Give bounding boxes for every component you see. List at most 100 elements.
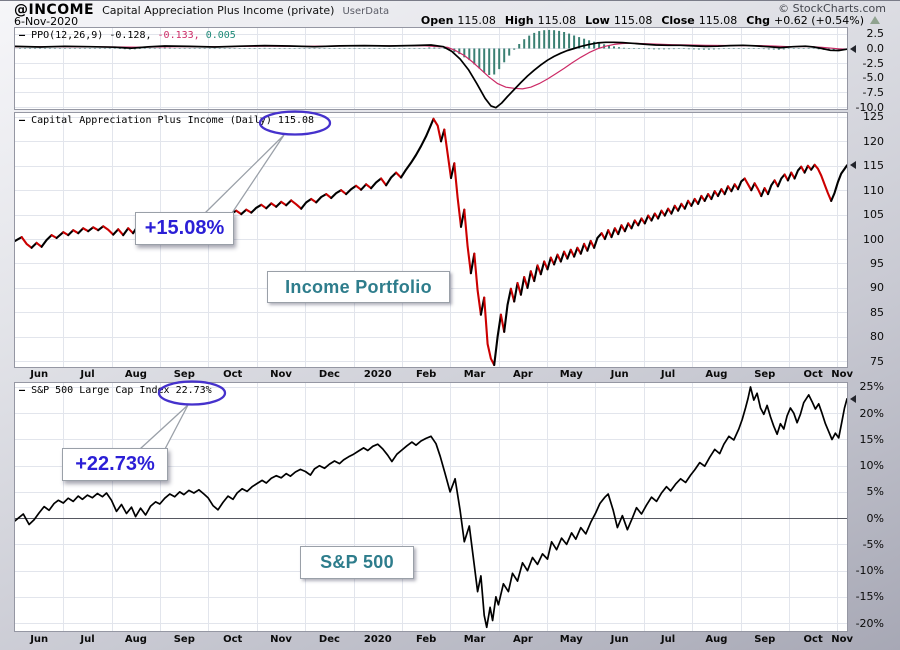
y-tick-label: 15% xyxy=(859,432,884,446)
y-tick-label: -10.0 xyxy=(855,100,884,114)
month-label: Apr xyxy=(512,369,533,380)
month-label: 2020 xyxy=(363,634,392,645)
month-label: Jul xyxy=(660,634,676,645)
income-portfolio-text: Income Portfolio xyxy=(285,276,432,297)
month-label: Aug xyxy=(124,634,147,645)
portfolio-return-text: +15.08% xyxy=(144,217,225,239)
month-label: Sep xyxy=(173,634,195,645)
sp500-legend-name: S&P 500 Large Cap Index xyxy=(31,385,170,396)
userdata-tag: UserData xyxy=(342,6,390,17)
month-label: Jul xyxy=(80,369,95,380)
current-value-arrow-icon xyxy=(850,394,856,403)
sp500-return-value: 22.73% xyxy=(175,385,212,396)
y-tick-label: -15% xyxy=(855,590,884,604)
quote-bar: Open 115.08 High 115.08 Low 115.08 Close 115.08… xyxy=(421,14,880,27)
month-label: May xyxy=(559,369,583,380)
month-label: Sep xyxy=(754,634,776,645)
ppo-legend-name: PPO(12,26,9) xyxy=(31,30,104,41)
sp500-chart-svg xyxy=(15,383,847,631)
month-label: Nov xyxy=(831,369,854,380)
sp-return-text: +22.73% xyxy=(75,453,155,475)
month-label: May xyxy=(559,634,583,645)
top-border-line xyxy=(0,0,900,1)
month-label: Aug xyxy=(124,369,147,380)
portfolio-return-callout: +15.08% xyxy=(135,212,234,245)
y-tick-label: 10% xyxy=(859,459,884,473)
y-tick-label: 100 xyxy=(863,232,884,246)
y-tick-label: 90 xyxy=(870,281,884,295)
month-label: Apr xyxy=(512,634,533,645)
month-label: Nov xyxy=(831,634,854,645)
legend-dash: — xyxy=(19,30,26,41)
month-label: Oct xyxy=(223,634,243,645)
y-tick-label: -5.0 xyxy=(862,71,884,85)
month-label: Aug xyxy=(705,634,728,645)
sp500-label-text: S&P 500 xyxy=(320,552,394,572)
header-row: @INCOME Capital Appreciation Plus Income… xyxy=(14,2,389,18)
low-value: 115.08 xyxy=(613,14,653,27)
open-value: 115.08 xyxy=(457,14,496,27)
ppo-hist-value: 0.005 xyxy=(205,30,236,41)
month-label: Sep xyxy=(173,369,195,380)
month-label: Jul xyxy=(80,634,95,645)
legend-dash: — xyxy=(19,115,26,126)
chart-title: Capital Appreciation Plus Income (privat… xyxy=(102,4,335,17)
y-tick-label: 75 xyxy=(870,354,884,368)
y-tick-label: -7.5 xyxy=(862,85,884,99)
y-tick-label: 125 xyxy=(863,110,884,124)
x-axis-months-mid: Jun Jul Aug Sep Oct Nov Dec 2020 Feb Mar Apr May Jun… xyxy=(14,368,853,382)
y-tick-label: 115 xyxy=(863,159,884,173)
month-label: Dec xyxy=(318,369,340,380)
month-label: Nov xyxy=(270,369,292,380)
month-label: Jun xyxy=(30,369,49,380)
chg-label: Chg xyxy=(746,14,771,27)
y-tick-label: 105 xyxy=(863,208,884,222)
current-value-arrow-icon xyxy=(850,45,856,54)
month-label: Jul xyxy=(660,369,676,380)
current-value-arrow-icon xyxy=(850,161,856,170)
y-tick-label: 120 xyxy=(863,134,884,148)
low-label: Low xyxy=(585,14,610,27)
portfolio-last-value: 115.08 xyxy=(277,115,315,126)
high-label: High xyxy=(504,14,534,27)
ppo-legend: — PPO(12,26,9) -0.128, -0.133, 0.005 xyxy=(19,30,236,41)
month-label: Oct xyxy=(803,369,823,380)
y-tick-label: 0.0 xyxy=(866,41,885,55)
ppo-chart-svg xyxy=(15,28,847,109)
month-label: Aug xyxy=(705,369,728,380)
month-label: Dec xyxy=(318,634,340,645)
x-axis-months-bottom: Jun Jul Aug Sep Oct Nov Dec 2020 Feb Mar Apr May Jun… xyxy=(14,633,853,647)
ppo-value: -0.128, xyxy=(109,30,152,41)
sp500-panel: — S&P 500 Large Cap Index 22.73% xyxy=(14,382,848,632)
month-label: Feb xyxy=(415,369,437,380)
close-value: 115.08 xyxy=(698,14,738,27)
sp500-label: S&P 500 xyxy=(300,546,414,579)
y-tick-label: 110 xyxy=(863,183,884,197)
month-label: Sep xyxy=(754,369,776,380)
high-value: 115.08 xyxy=(537,14,577,27)
chg-value: +0.62 (+0.54%) xyxy=(774,14,864,27)
month-label: 2020 xyxy=(363,369,392,380)
y-tick-label: -10% xyxy=(855,564,884,578)
y-tick-label: 5% xyxy=(866,485,884,499)
y-tick-label: 2.5 xyxy=(866,27,885,41)
sp500-legend: — S&P 500 Large Cap Index 22.73% xyxy=(19,385,212,396)
month-label: Jun xyxy=(30,634,49,645)
copyright-link[interactable]: © StockCharts.com xyxy=(778,2,886,15)
y-axis-gutter: 2.5 0.0 -2.5 -5.0 -7.5 -10.0 125 120 115 110 105 10… xyxy=(849,0,889,650)
portfolio-legend: — Capital Appreciation Plus Income (Dail… xyxy=(19,115,314,126)
ppo-signal-value: -0.133, xyxy=(157,30,200,41)
y-tick-label: 20% xyxy=(859,406,884,420)
y-tick-label: 85 xyxy=(870,305,884,319)
portfolio-price-panel: — Capital Appreciation Plus Income (Dail… xyxy=(14,112,848,368)
y-tick-label: 80 xyxy=(870,330,884,344)
open-label: Open xyxy=(420,14,454,27)
y-tick-label: -20% xyxy=(855,616,884,630)
portfolio-legend-name: Capital Appreciation Plus Income (Daily) xyxy=(31,115,272,126)
date-label: 6-Nov-2020 xyxy=(14,15,79,28)
month-label: Oct xyxy=(803,634,823,645)
y-tick-label: 95 xyxy=(870,256,884,270)
month-label: Jun xyxy=(610,369,629,380)
month-label: Jun xyxy=(610,634,629,645)
y-tick-label: 0% xyxy=(866,511,884,525)
